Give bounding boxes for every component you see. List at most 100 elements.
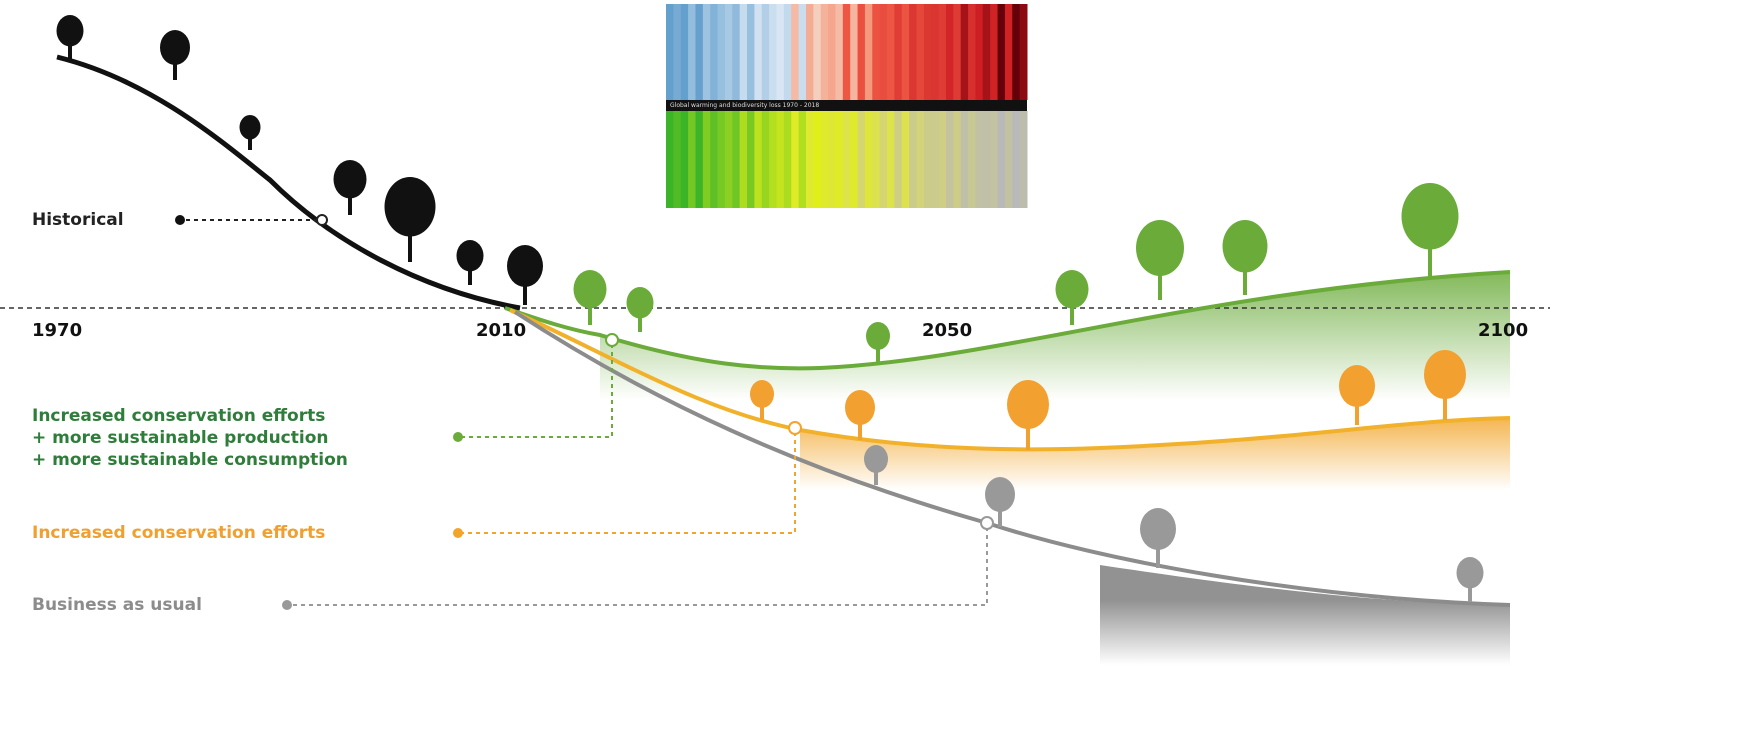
- tree-trunk: [523, 278, 527, 305]
- caption-band: [666, 100, 1027, 111]
- tree-trunk: [1243, 261, 1247, 295]
- warming-stripe: [835, 4, 844, 100]
- gray-marker: [980, 516, 994, 530]
- tree-trunk: [348, 190, 352, 215]
- tree-trunk: [1026, 418, 1030, 450]
- biodiversity-stripe: [783, 111, 792, 208]
- biodiversity-stripe: [805, 111, 814, 208]
- tree-trunk: [874, 467, 878, 485]
- warming-stripe: [945, 4, 954, 100]
- biodiversity-stripe: [747, 111, 755, 208]
- biodiversity-stripe: [1012, 111, 1021, 208]
- gray-dot: [282, 600, 292, 610]
- tree-crown: [384, 177, 436, 237]
- warming-stripe: [805, 4, 814, 100]
- warming-stripe: [850, 4, 859, 100]
- warming-stripe: [783, 4, 792, 100]
- tree-crown: [160, 30, 190, 65]
- biodiversity-stripe: [820, 111, 829, 208]
- green-marker: [605, 333, 619, 347]
- tree-crown: [1007, 380, 1049, 429]
- year-label: 2050: [922, 320, 972, 341]
- biodiversity-stripe: [732, 111, 741, 208]
- tree-crown: [1424, 350, 1466, 399]
- tree-trunk: [1428, 235, 1432, 278]
- biodiversity-stripe: [688, 111, 696, 208]
- tree-crown: [1456, 557, 1484, 589]
- biodiversity-stripe: [695, 111, 704, 208]
- warming-stripe: [820, 4, 829, 100]
- warming-stripe: [798, 4, 807, 100]
- warming-stripe: [975, 4, 984, 100]
- biodiversity-stripe: [710, 111, 719, 208]
- warming-stripe: [791, 4, 800, 100]
- biodiversity-stripe: [724, 111, 733, 208]
- warming-stripe: [702, 4, 711, 100]
- biodiversity-stripe: [673, 111, 682, 208]
- warming-stripe: [666, 4, 674, 100]
- tree-crown: [1055, 270, 1089, 309]
- biodiversity-stripe: [945, 111, 954, 208]
- warming-stripe: [769, 4, 778, 100]
- tree-trunk: [1156, 541, 1160, 568]
- biodiversity-stripe: [901, 111, 910, 208]
- biodiversity-stripe: [968, 111, 976, 208]
- warming-stripe: [747, 4, 755, 100]
- biodiversity-stripe: [702, 111, 711, 208]
- silhouettes: [56, 15, 1484, 602]
- biodiversity-stripe: [857, 111, 866, 208]
- tree-crown: [507, 245, 543, 287]
- tree-trunk: [1468, 581, 1472, 602]
- biodiversity-stripe: [776, 111, 785, 208]
- tree-crown: [239, 115, 261, 140]
- biodiversity-stripe: [754, 111, 763, 208]
- warming-stripe: [894, 4, 903, 100]
- warming-stripe: [754, 4, 763, 100]
- scenario-label: Increased conservation efforts: [32, 406, 325, 426]
- warming-stripe: [828, 4, 836, 100]
- biodiversity-stripe: [953, 111, 962, 208]
- biodiversity-stripe: [894, 111, 903, 208]
- warming-stripe: [1012, 4, 1021, 100]
- warming-stripe: [688, 4, 696, 100]
- biodiversity-stripe: [842, 111, 851, 208]
- warming-stripe: [1004, 4, 1013, 100]
- biodiversity-stripe: [739, 111, 748, 208]
- year-label: 1970: [32, 320, 82, 341]
- tree-trunk: [1158, 264, 1162, 300]
- tree-trunk: [248, 134, 252, 150]
- warming-stripe: [982, 4, 991, 100]
- tree-trunk: [876, 344, 880, 362]
- historical-dot: [175, 215, 185, 225]
- stripes-panel: Global warming and biodiversity loss 197…: [666, 4, 1028, 208]
- biodiversity-stripe: [666, 111, 674, 208]
- biodiversity-stripe: [887, 111, 895, 208]
- warming-stripe: [879, 4, 888, 100]
- tree-trunk: [588, 300, 592, 325]
- biodiversity-stripe: [761, 111, 770, 208]
- historical-curve: [56, 54, 521, 311]
- biodiversity-stripe: [791, 111, 800, 208]
- tree-trunk: [1443, 388, 1447, 420]
- tree-crown: [1136, 220, 1184, 276]
- historical-marker: [316, 214, 328, 226]
- warming-stripe: [710, 4, 719, 100]
- connectors: [183, 219, 988, 606]
- warming-stripe: [887, 4, 895, 100]
- warming-stripe: [931, 4, 940, 100]
- stripes-caption: Global warming and biodiversity loss 197…: [670, 102, 819, 109]
- biodiversity-stripe: [879, 111, 888, 208]
- warming-stripe: [901, 4, 910, 100]
- warming-stripe: [813, 4, 822, 100]
- tree-trunk: [638, 311, 642, 332]
- warming-stripe: [864, 4, 873, 100]
- green-curve: [504, 270, 1511, 371]
- tree-trunk: [408, 223, 412, 262]
- tree-crown: [985, 477, 1015, 512]
- green-dot: [453, 432, 463, 442]
- year-label: 2010: [476, 320, 526, 341]
- orange-area: [800, 418, 1510, 490]
- warming-stripe: [909, 4, 917, 100]
